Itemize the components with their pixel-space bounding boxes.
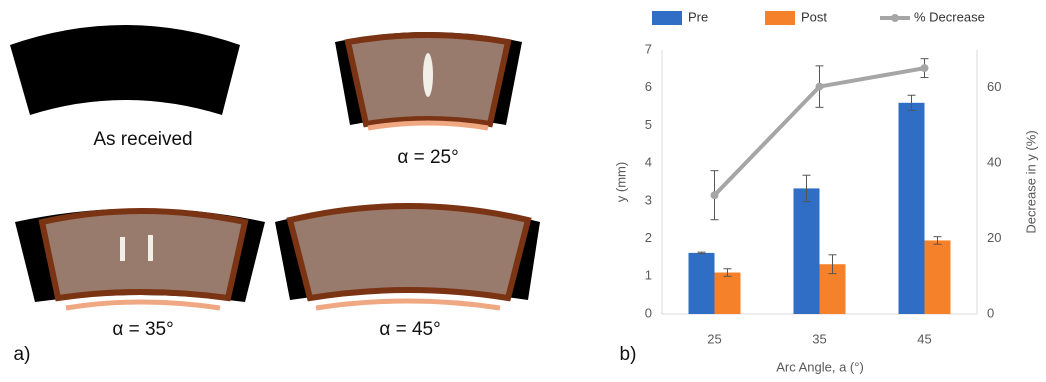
bar [925,240,951,314]
y2-tick-label: 0 [987,305,994,320]
defect [423,53,433,97]
rim-35 [66,302,220,308]
legend-label: % Decrease [914,9,985,24]
panel-a: As received α = 25° α = 35° α = 45° a) [10,25,540,365]
legend-label: Post [801,9,827,24]
x-axis-label: Arc Angle, a (°) [776,359,864,374]
legend-swatch [652,11,682,25]
figure: As received α = 25° α = 35° α = 45° a) b… [0,0,1046,377]
caption: α = 35° [112,319,173,340]
bar [715,273,741,314]
overlay-35 [42,211,245,298]
bar [794,188,820,314]
bar [689,253,715,314]
legend-swatch [765,11,795,25]
y-tick-label: 2 [645,230,652,245]
x-tick-label: 25 [707,331,721,346]
rim-45 [316,301,500,308]
panel-label: a) [14,344,31,365]
panel-label: b) [620,344,637,365]
defect [148,235,153,261]
sample-as-received [10,25,240,115]
y2-tick-label: 20 [987,230,1001,245]
line-marker [816,83,824,91]
bar [899,103,925,314]
x-tick-label: 45 [917,331,931,346]
y-axis-label: y (mm) [613,162,628,202]
caption: As received [93,129,192,150]
y-tick-label: 6 [645,79,652,94]
legend-label: Pre [688,9,708,24]
y-tick-label: 4 [645,155,652,170]
y-tick-label: 1 [645,268,652,283]
y-tick-label: 0 [645,305,652,320]
caption: α = 45° [379,319,440,340]
y2-tick-label: 40 [987,155,1001,170]
y2-tick-label: 60 [987,79,1001,94]
defect [120,237,125,261]
caption: α = 25° [397,147,458,168]
line-marker [711,191,719,199]
line-marker [921,64,929,72]
y2-axis-label: Decrease in y (%) [1023,130,1038,233]
rim-25 [368,123,488,128]
y-tick-label: 3 [645,192,652,207]
overlay-45 [290,206,528,298]
x-tick-label: 35 [812,331,826,346]
y-tick-label: 7 [645,41,652,56]
legend-swatch [891,14,899,22]
y-tick-label: 5 [645,117,652,132]
